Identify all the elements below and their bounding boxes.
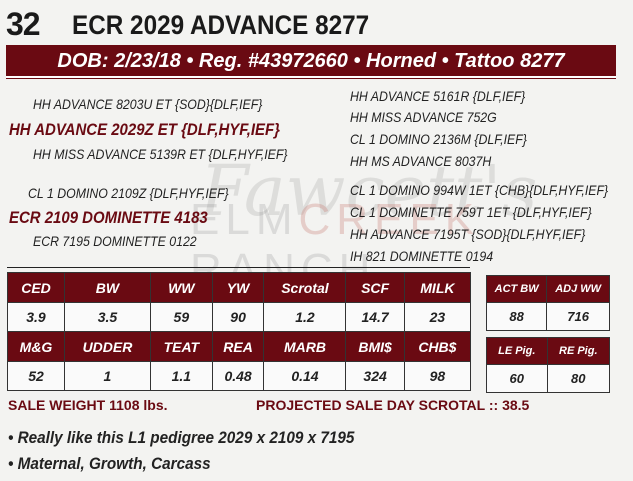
pedigree-ancestor: HH ADVANCE 7195T {SOD}{DLF,HYF,IEF} [350,226,586,242]
pedigree-ancestor: CL 1 DOMINETTE 759T 1ET {DLF,HYF,IEF} [350,204,592,220]
divider [7,267,470,268]
value-cell: 1.2 [263,302,347,332]
header-cell: UDDER [63,331,151,362]
weight-table: ACT BW ADJ WW 88 716 [485,275,610,331]
header-cell: CHB$ [403,331,472,362]
watermark-logo-script: Fawcett's [200,150,538,232]
pedigree-ancestor: IH 821 DOMINETTE 0194 [350,248,494,264]
value-cell: 23 [403,302,472,332]
value-cell: 3.5 [63,302,151,332]
sire-sire: HH ADVANCE 8203U ET {SOD}{DLF,IEF} [33,96,263,112]
value-cell: 52 [7,361,65,391]
header-cell: MILK [403,272,472,303]
dam: ECR 2109 DOMINETTE 4183 [9,208,208,227]
sale-weight: SALE WEIGHT 1108 lbs. [8,397,168,413]
note: • Maternal, Growth, Carcass [8,454,211,473]
header-cell: REA [211,331,265,362]
value-cell: 98 [403,361,472,391]
info-banner: DOB: 2/23/18 • Reg. #43972660 • Horned •… [6,45,616,78]
pedigree-ancestor: CL 1 DOMINO 994W 1ET {CHB}{DLF,HYF,IEF} [350,182,609,198]
pigment-table: LE Pig. RE Pig. 60 80 [486,337,611,393]
header-cell: SCF [345,272,405,303]
value-cell: 324 [345,361,405,391]
value-cell: 1 [63,361,151,391]
pedigree-ancestor: HH MS ADVANCE 8037H [350,153,492,169]
header-cell: BMI$ [345,331,405,362]
value-cell: 80 [546,364,611,393]
epd-row: CED BW WW YW Scrotal SCF MILK [7,272,472,303]
epd-row: 3.9 3.5 59 90 1.2 14.7 23 [7,302,472,332]
header-cell: WW [149,272,213,303]
sire-dam: HH MISS ADVANCE 5139R ET {DLF,HYF,IEF} [33,146,288,162]
value-cell: 60 [486,364,548,393]
epd-table: CED BW WW YW Scrotal SCF MILK 3.9 3.5 59 90 1.2 14.7… [7,272,472,391]
epd-row: 52 1 1.1 0.48 0.14 324 98 [7,361,472,391]
animal-title: ECR 2029 ADVANCE 8277 [72,10,370,40]
value-cell: 1.1 [149,361,213,391]
value-cell: 14.7 [345,302,405,332]
header-cell: BW [63,272,151,303]
value-cell: 716 [546,302,610,331]
header-cell: MARB [263,331,347,362]
pedigree-ancestor: CL 1 DOMINO 2136M {DLF,IEF} [350,131,527,147]
value-cell: 59 [149,302,213,332]
value-cell: 0.48 [211,361,265,391]
header-cell: RE Pig. [546,337,611,365]
note: • Really like this L1 pedigree 2029 x 21… [8,428,355,447]
header-cell: YW [211,272,265,303]
value-cell: 90 [211,302,265,332]
dam-dam: ECR 7195 DOMINETTE 0122 [33,233,197,249]
epd-row: M&G UDDER TEAT REA MARB BMI$ CHB$ [7,331,472,362]
header-cell: M&G [7,331,65,362]
sire: HH ADVANCE 2029Z ET {DLF,HYF,IEF} [9,120,280,139]
lot-number: 32 [6,6,41,42]
dam-sire: CL 1 DOMINO 2109Z {DLF,HYF,IEF} [28,185,229,201]
value-cell: 0.14 [263,361,347,391]
header-cell: LE Pig. [486,337,548,365]
pedigree-ancestor: HH ADVANCE 5161R {DLF,IEF} [350,88,526,104]
projected-scrotal: PROJECTED SALE DAY SCROTAL :: 38.5 [256,397,530,413]
header-cell: ADJ WW [546,275,610,303]
header-cell: Scrotal [263,272,347,303]
header-cell: ACT BW [485,275,548,303]
pedigree-ancestor: HH MISS ADVANCE 752G [350,109,497,125]
header-cell: CED [7,272,65,303]
value-cell: 88 [485,302,548,331]
value-cell: 3.9 [7,302,65,332]
header-cell: TEAT [149,331,213,362]
